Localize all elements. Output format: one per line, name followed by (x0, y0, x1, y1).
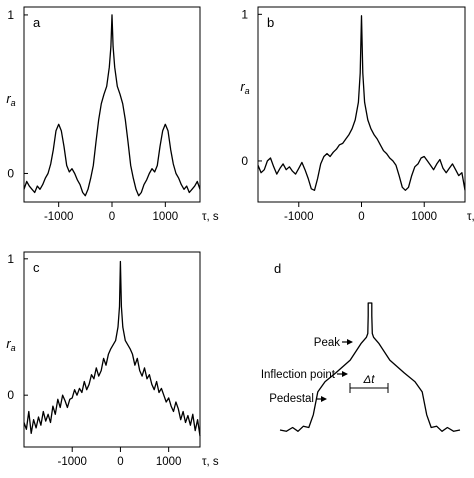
annotation-peak: Peak (314, 337, 340, 349)
x-tick-label: 1000 (156, 456, 182, 468)
y-axis-label-main: r (6, 336, 11, 351)
y-axis-label-main: r (6, 91, 11, 106)
series-line (257, 15, 466, 191)
plot-frame (23, 6, 201, 203)
y-axis-label: ra (6, 336, 15, 353)
y-tick-label: 1 (241, 7, 248, 21)
y-axis-label: ra (6, 91, 15, 108)
series-line (23, 260, 201, 437)
y-tick-label: 0 (241, 154, 248, 168)
x-tick-label: -1000 (44, 211, 73, 223)
y-axis-label-sub: a (11, 98, 16, 108)
panel-label: d (274, 261, 281, 276)
x-tick-label: -1000 (284, 211, 313, 223)
annotation-delta-t: Δt (363, 374, 376, 386)
y-tick-label: 1 (7, 8, 14, 22)
y-tick-label: 0 (7, 166, 14, 180)
x-tick-label: 0 (117, 456, 123, 468)
x-tick-label: 0 (358, 211, 364, 223)
x-axis-label: τ, s (467, 211, 474, 223)
y-tick-label: 1 (7, 252, 14, 266)
annotation-pedestal: Pedestal (269, 393, 314, 405)
y-axis-label: ra (240, 79, 249, 96)
x-axis-label: τ, s (202, 456, 219, 468)
panel-label: b (267, 15, 274, 30)
panel-label: c (33, 260, 40, 275)
annotation-inflection-point: Inflection point (261, 369, 336, 381)
x-tick-label: 1000 (411, 211, 437, 223)
panel-b: b 0 1 -1000 0 1000 τ, s ra (240, 6, 474, 223)
y-tick-label: 0 (7, 388, 14, 402)
panel-c: c 0 1 -1000 0 1000 τ, s ra (6, 251, 219, 468)
schematic-line (279, 302, 461, 432)
y-axis-label-sub: a (245, 86, 250, 96)
panel-d: d Peak Inflection point Pedestal Δt (261, 261, 461, 432)
series-line (23, 14, 201, 197)
x-tick-label: -1000 (58, 456, 87, 468)
panel-a: a01-1000 0 1000 τ, sra (6, 6, 219, 223)
x-tick-label: 1000 (153, 211, 179, 223)
plot-frame (23, 251, 201, 448)
x-tick-label: 0 (109, 211, 115, 223)
y-axis-label-sub: a (11, 343, 16, 353)
y-axis-label-main: r (240, 79, 245, 94)
panel-label: a (33, 15, 41, 30)
x-axis-label: τ, s (202, 211, 219, 223)
